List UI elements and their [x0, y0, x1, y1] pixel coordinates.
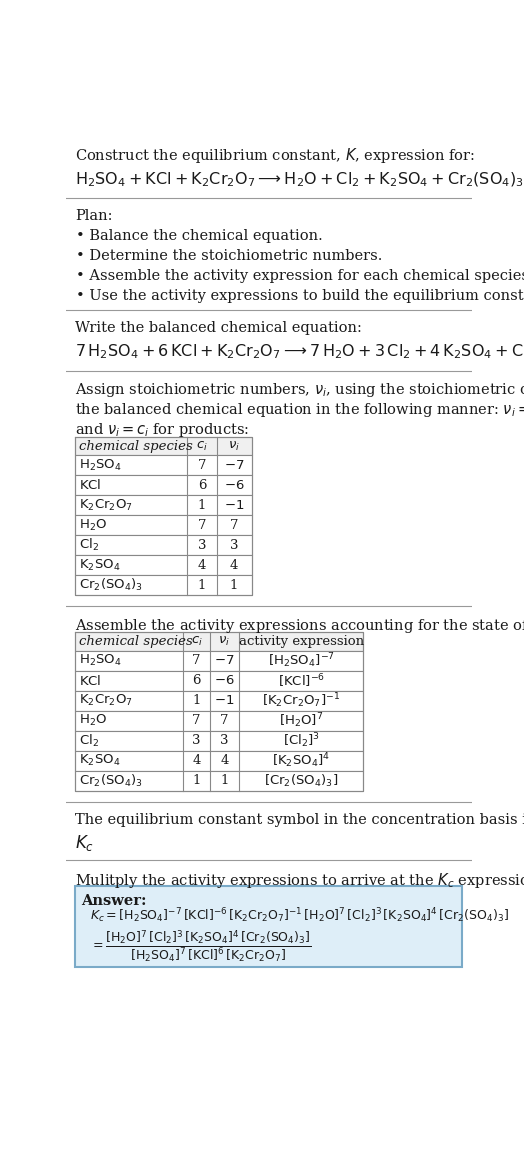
Text: $\mathrm{7\,H_2SO_4 + 6\,KCl + K_2Cr_2O_7 \longrightarrow 7\,H_2O + 3\,Cl_2 + 4\: $\mathrm{7\,H_2SO_4 + 6\,KCl + K_2Cr_2O_…	[75, 343, 524, 362]
Text: $\nu_i$: $\nu_i$	[228, 440, 240, 452]
Text: $\mathrm{Cl_2}$: $\mathrm{Cl_2}$	[80, 537, 100, 554]
Text: $\mathrm{Cr_2(SO_4)_3}$: $\mathrm{Cr_2(SO_4)_3}$	[80, 773, 144, 789]
Text: $-7$: $-7$	[214, 655, 235, 668]
Text: • Use the activity expressions to build the equilibrium constant expression.: • Use the activity expressions to build …	[77, 288, 524, 302]
Text: 6: 6	[192, 675, 201, 687]
Text: $-6$: $-6$	[214, 675, 235, 687]
Bar	[75, 691, 363, 711]
Text: 1: 1	[192, 694, 201, 707]
Text: $\mathrm{Cr_2(SO_4)_3}$: $\mathrm{Cr_2(SO_4)_3}$	[80, 577, 144, 593]
Bar	[75, 671, 363, 691]
Text: 1: 1	[220, 775, 228, 787]
Text: $\mathrm{H_2SO_4 + KCl + K_2Cr_2O_7 \longrightarrow H_2O + Cl_2 + K_2SO_4 + Cr_2: $\mathrm{H_2SO_4 + KCl + K_2Cr_2O_7 \lon…	[75, 170, 523, 188]
Text: $[\mathrm{H_2O}]^7$: $[\mathrm{H_2O}]^7$	[279, 712, 323, 730]
Text: Construct the equilibrium constant, $K$, expression for:: Construct the equilibrium constant, $K$,…	[75, 145, 475, 165]
Text: 1: 1	[198, 499, 206, 512]
Text: Mulitply the activity expressions to arrive at the $K_c$ expression:: Mulitply the activity expressions to arr…	[75, 871, 524, 890]
Text: chemical species: chemical species	[80, 635, 193, 648]
Text: $\mathrm{H_2O}$: $\mathrm{H_2O}$	[80, 713, 107, 728]
Text: $-1$: $-1$	[224, 499, 244, 512]
Bar	[75, 730, 363, 751]
Text: $[\mathrm{K_2SO_4}]^4$: $[\mathrm{K_2SO_4}]^4$	[272, 751, 330, 770]
Text: $K_c = [\mathrm{H_2SO_4}]^{-7}\,[\mathrm{KCl}]^{-6}\,[\mathrm{K_2Cr_2O_7}]^{-1}\: $K_c = [\mathrm{H_2SO_4}]^{-7}\,[\mathrm…	[90, 906, 509, 925]
Text: $[\mathrm{Cl_2}]^3$: $[\mathrm{Cl_2}]^3$	[282, 732, 320, 750]
Text: $c_i$: $c_i$	[191, 635, 202, 648]
Text: $K_c$: $K_c$	[75, 833, 94, 852]
Text: 3: 3	[198, 538, 206, 552]
Text: the balanced chemical equation in the following manner: $\nu_i = -c_i$ for react: the balanced chemical equation in the fo…	[75, 401, 524, 420]
Text: 7: 7	[198, 458, 206, 472]
Bar	[75, 455, 252, 476]
Text: $c_i$: $c_i$	[196, 440, 208, 452]
Text: $\mathrm{H_2SO_4}$: $\mathrm{H_2SO_4}$	[80, 458, 122, 473]
Bar	[75, 437, 252, 455]
Text: $[\mathrm{K_2Cr_2O_7}]^{-1}$: $[\mathrm{K_2Cr_2O_7}]^{-1}$	[262, 692, 340, 711]
Text: 4: 4	[220, 755, 228, 768]
Bar	[75, 751, 363, 771]
Bar	[75, 576, 252, 595]
Bar	[75, 633, 363, 651]
Text: $\mathrm{H_2O}$: $\mathrm{H_2O}$	[80, 518, 107, 533]
Text: $-6$: $-6$	[224, 479, 244, 492]
Bar	[75, 535, 252, 556]
Text: $[\mathrm{H_2SO_4}]^{-7}$: $[\mathrm{H_2SO_4}]^{-7}$	[268, 651, 334, 670]
Bar	[75, 476, 252, 495]
Text: $[\mathrm{KCl}]^{-6}$: $[\mathrm{KCl}]^{-6}$	[278, 672, 325, 690]
Bar	[75, 495, 252, 515]
Text: 4: 4	[198, 559, 206, 572]
Text: $\mathrm{K_2SO_4}$: $\mathrm{K_2SO_4}$	[80, 558, 121, 573]
Text: 7: 7	[230, 519, 238, 531]
Text: 7: 7	[192, 714, 201, 727]
Text: 3: 3	[230, 538, 238, 552]
Text: $\mathrm{K_2Cr_2O_7}$: $\mathrm{K_2Cr_2O_7}$	[80, 498, 133, 513]
Text: $\mathrm{KCl}$: $\mathrm{KCl}$	[80, 478, 102, 492]
Text: 1: 1	[198, 579, 206, 592]
FancyBboxPatch shape	[75, 886, 462, 968]
Bar	[75, 651, 363, 671]
Text: 4: 4	[230, 559, 238, 572]
Text: 6: 6	[198, 479, 206, 492]
Text: 3: 3	[192, 734, 201, 748]
Text: The equilibrium constant symbol in the concentration basis is:: The equilibrium constant symbol in the c…	[75, 813, 524, 827]
Text: • Balance the chemical equation.: • Balance the chemical equation.	[77, 229, 323, 243]
Text: $\mathrm{KCl}$: $\mathrm{KCl}$	[80, 673, 102, 687]
Text: $\mathrm{K_2Cr_2O_7}$: $\mathrm{K_2Cr_2O_7}$	[80, 693, 133, 708]
Bar	[75, 515, 252, 535]
Text: $\mathrm{K_2SO_4}$: $\mathrm{K_2SO_4}$	[80, 754, 121, 769]
Text: 1: 1	[192, 775, 201, 787]
Bar	[75, 771, 363, 791]
Text: 7: 7	[192, 655, 201, 668]
Text: 7: 7	[220, 714, 228, 727]
Text: $\mathrm{H_2SO_4}$: $\mathrm{H_2SO_4}$	[80, 654, 122, 669]
Text: Write the balanced chemical equation:: Write the balanced chemical equation:	[75, 321, 362, 335]
Text: • Assemble the activity expression for each chemical species.: • Assemble the activity expression for e…	[77, 269, 524, 283]
Text: 1: 1	[230, 579, 238, 592]
Text: chemical species: chemical species	[80, 440, 193, 452]
Text: 7: 7	[198, 519, 206, 531]
Bar	[75, 711, 363, 730]
Text: and $\nu_i = c_i$ for products:: and $\nu_i = c_i$ for products:	[75, 421, 249, 440]
Text: 3: 3	[220, 734, 228, 748]
Text: Answer:: Answer:	[81, 894, 147, 908]
Text: 4: 4	[192, 755, 201, 768]
Text: $-7$: $-7$	[224, 458, 244, 472]
Text: $\mathrm{Cl_2}$: $\mathrm{Cl_2}$	[80, 733, 100, 749]
Text: activity expression: activity expression	[238, 635, 364, 648]
Text: $-1$: $-1$	[214, 694, 235, 707]
Bar	[75, 556, 252, 576]
Text: Plan:: Plan:	[75, 209, 112, 223]
Text: $\nu_i$: $\nu_i$	[219, 635, 231, 648]
Text: $= \dfrac{[\mathrm{H_2O}]^7\,[\mathrm{Cl_2}]^3\,[\mathrm{K_2SO_4}]^4\,[\mathrm{C: $= \dfrac{[\mathrm{H_2O}]^7\,[\mathrm{Cl…	[90, 928, 312, 964]
Text: Assign stoichiometric numbers, $\nu_i$, using the stoichiometric coefficients, $: Assign stoichiometric numbers, $\nu_i$, …	[75, 381, 524, 399]
Text: • Determine the stoichiometric numbers.: • Determine the stoichiometric numbers.	[77, 249, 383, 263]
Text: Assemble the activity expressions accounting for the state of matter and $\nu_i$: Assemble the activity expressions accoun…	[75, 616, 524, 635]
Text: $[\mathrm{Cr_2(SO_4)_3}]$: $[\mathrm{Cr_2(SO_4)_3}]$	[264, 773, 339, 789]
